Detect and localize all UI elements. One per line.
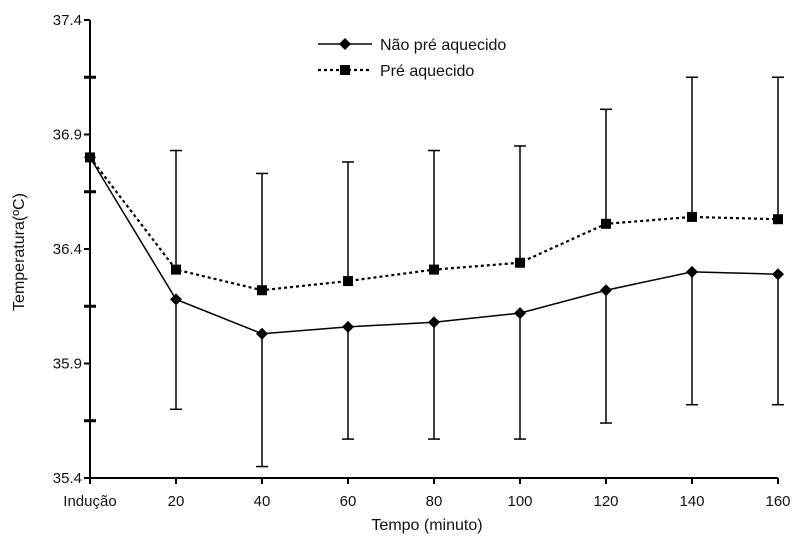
data-point-square [257,285,267,296]
y-tick-label: 36.4 [53,241,82,258]
data-point-diamond [514,307,526,320]
x-tick-label: 60 [340,493,357,510]
error-bars [170,76,784,468]
data-point-diamond [256,327,268,340]
x-tick-label: 40 [254,493,271,510]
y-tick-label: 36.9 [53,127,82,144]
x-axis-title: Tempo (minuto) [371,517,482,534]
x-tick-label: 160 [765,493,790,510]
y-axis-title: Temperatura(ºC) [11,193,28,311]
data-point-diamond [686,265,698,278]
series-markers [84,151,784,340]
data-point-square [85,152,95,163]
legend-marker [340,65,350,75]
data-point-square [343,276,353,287]
x-tick-label: 120 [593,493,618,510]
legend: Não pré aquecido Pré aquecido [318,37,506,80]
data-point-square [515,257,525,268]
legend-marker [339,38,351,50]
axes: 35.4 35.9 36.4 36.9 37.4 Indução 20 40 60 80 100 12… [53,12,791,510]
y-tick-label: 35.9 [53,356,82,373]
y-tick-label: 37.4 [53,12,82,29]
legend-label: Pré aquecido [380,63,474,80]
data-point-diamond [772,268,784,281]
data-point-diamond [342,320,354,333]
x-tick-label: 80 [426,493,443,510]
x-tick-label: Indução [63,493,116,510]
data-point-square [429,264,439,275]
y-tick-label: 35.4 [53,470,82,487]
data-point-diamond [600,284,612,297]
data-point-diamond [428,316,440,329]
legend-label: Não pré aquecido [380,37,506,54]
data-point-square [601,218,611,229]
data-point-square [773,214,783,225]
x-tick-label: 140 [679,493,704,510]
x-tick-label: 100 [507,493,532,510]
x-tick-label: 20 [168,493,185,510]
data-point-square [687,211,697,222]
data-point-square [171,264,181,275]
data-point-diamond [170,293,182,306]
